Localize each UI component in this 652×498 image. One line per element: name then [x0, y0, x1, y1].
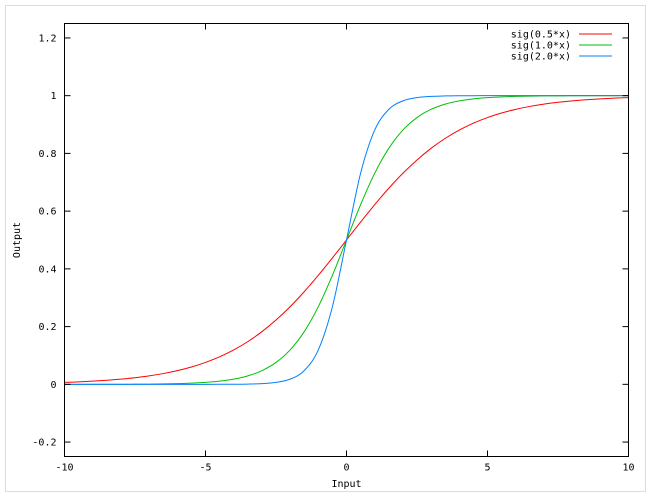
y-tick-label: 0.6 [38, 207, 56, 218]
x-axis-label: Input [331, 479, 361, 490]
legend-label: sig(1.0*x) [511, 41, 571, 52]
x-tick-label: 0 [343, 463, 349, 474]
x-tick-label: -10 [55, 463, 73, 474]
y-tick-label: 0.8 [38, 149, 56, 160]
x-tick-label: 5 [484, 463, 490, 474]
series-line-3 [64, 95, 629, 385]
x-tick-label: 10 [622, 463, 634, 474]
y-tick-label: -0.2 [32, 438, 56, 449]
x-tick-label: -5 [199, 463, 211, 474]
y-tick-label: 0.4 [38, 264, 56, 275]
y-tick-label: 0 [50, 380, 56, 391]
legend-label: sig(0.5*x) [511, 30, 571, 41]
image-border [5, 5, 646, 492]
y-tick-label: 1.2 [38, 33, 56, 44]
y-tick-label: 1 [50, 91, 56, 102]
y-tick-label: 0.2 [38, 322, 56, 333]
legend-label: sig(2.0*x) [511, 52, 571, 63]
y-axis-label: Output [12, 222, 23, 258]
